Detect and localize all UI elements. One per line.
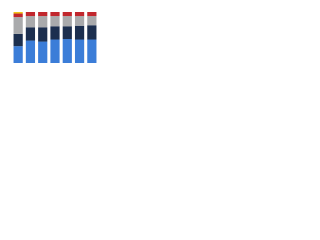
bar-segment bbox=[13, 17, 23, 34]
bar-segment bbox=[87, 16, 97, 26]
bar-segment bbox=[25, 27, 36, 41]
page: (() => { const data = JSON.parse(documen… bbox=[0, 0, 320, 71]
bar-segment bbox=[87, 12, 97, 17]
bar-segment bbox=[25, 12, 36, 17]
bar-segment bbox=[62, 12, 72, 17]
bar-segment bbox=[50, 16, 60, 27]
bar-segment bbox=[38, 16, 48, 28]
bar-segment bbox=[74, 16, 85, 26]
bar-segment bbox=[25, 16, 36, 28]
bar-segment bbox=[50, 12, 60, 17]
bar-segment bbox=[13, 12, 23, 14]
bar-segment bbox=[74, 39, 85, 63]
bar-segment bbox=[38, 12, 48, 17]
bar-segment bbox=[87, 25, 97, 40]
bar-segment bbox=[38, 27, 48, 42]
bar-segment bbox=[74, 25, 85, 40]
bar-segment bbox=[62, 39, 72, 63]
bar-segment bbox=[62, 26, 72, 40]
bar-segment bbox=[74, 12, 85, 17]
bar-segment bbox=[87, 39, 97, 63]
bar-segment bbox=[13, 33, 23, 47]
bar-segment bbox=[25, 40, 36, 63]
bar-segment bbox=[50, 39, 60, 63]
bar-segment bbox=[50, 26, 60, 40]
bar-segment bbox=[13, 13, 23, 18]
chart bbox=[13, 12, 97, 63]
bar-segment bbox=[13, 46, 23, 63]
bar-segment bbox=[38, 41, 48, 63]
bar-segment bbox=[62, 16, 72, 27]
